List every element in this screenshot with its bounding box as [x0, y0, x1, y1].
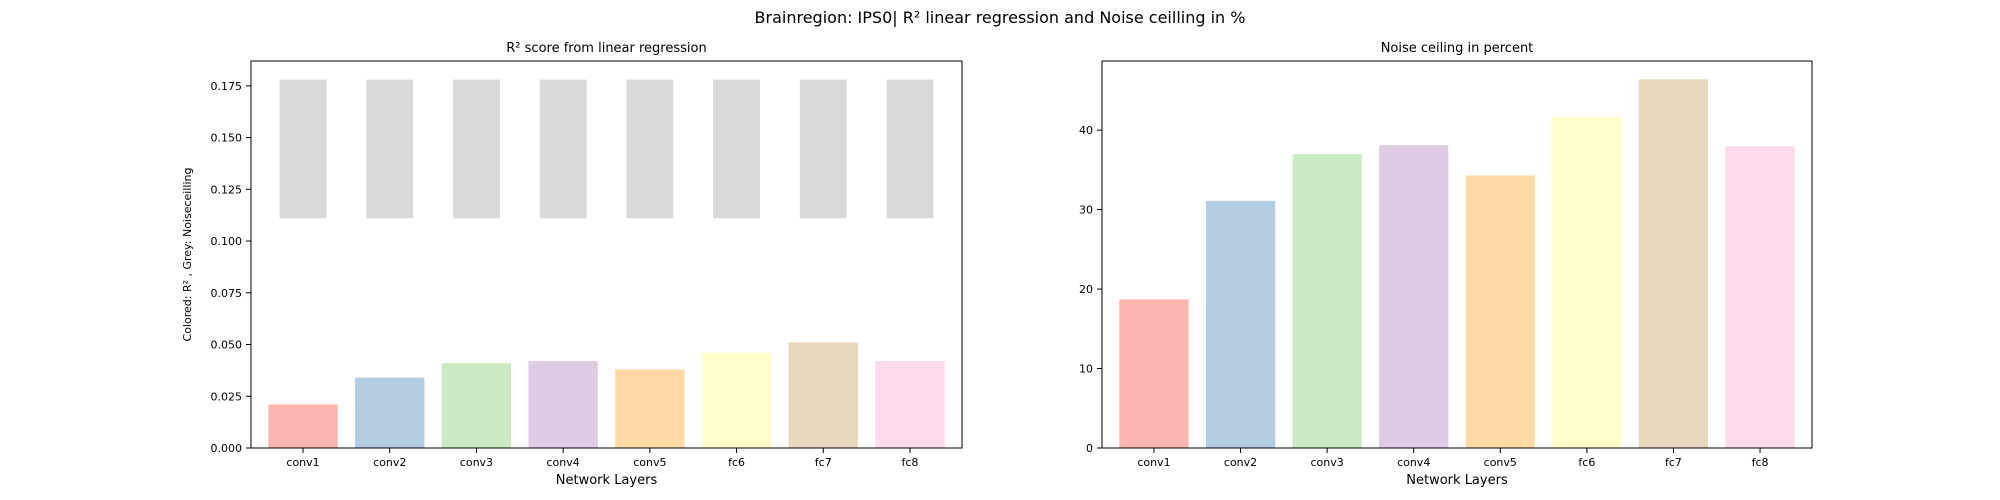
left-axes-frame [250, 60, 963, 449]
right-ytick-label-1: 10 [1079, 363, 1093, 376]
left-ylabel: Colored: R² , Grey: Noiseceilling [181, 168, 194, 342]
right-ytick-label-2: 20 [1079, 283, 1093, 296]
right-ytick-label-3: 30 [1079, 204, 1093, 217]
right-bar-fc7 [1638, 79, 1709, 448]
left-xtick-label-fc8: fc8 [902, 456, 919, 469]
right-bar-conv3 [1292, 153, 1362, 449]
left-bar-fc7 [788, 342, 858, 448]
right-ytick-label-4: 40 [1079, 124, 1093, 137]
left-noise-ceiling-bar-conv3 [453, 79, 500, 219]
right-xtick-label-fc6: fc6 [1578, 456, 1595, 469]
left-ytick-label-3: 0.075 [211, 287, 243, 300]
left-xtick-label-fc6: fc6 [728, 456, 745, 469]
left-bar-conv2 [355, 377, 425, 448]
left-noise-ceiling-bar-conv1 [279, 79, 327, 219]
left-xtick-label-conv2: conv2 [373, 456, 406, 469]
right-xtick-label-fc7: fc7 [1665, 456, 1682, 469]
left-ytick-label-7: 0.175 [211, 80, 243, 93]
right-bar-fc6 [1552, 116, 1622, 448]
left-noise-ceiling-bar-fc6 [713, 79, 760, 219]
right-bar-conv5 [1465, 175, 1535, 448]
left-xlabel: Network Layers [556, 473, 658, 488]
left-noise-ceiling-bar-conv5 [626, 79, 674, 219]
left-bar-conv4 [528, 361, 598, 448]
left-noise-ceiling-bar-fc8 [886, 79, 934, 219]
left-xtick-label-conv4: conv4 [547, 456, 580, 469]
right-xtick-label-conv1: conv1 [1137, 456, 1170, 469]
left-ytick-label-5: 0.125 [211, 183, 243, 196]
figure-suptitle: Brainregion: IPS0| R² linear regression … [754, 8, 1246, 27]
left-xtick-label-conv5: conv5 [633, 456, 666, 469]
right-xtick-label-conv3: conv3 [1310, 456, 1343, 469]
left-ytick-label-2: 0.050 [211, 339, 243, 352]
left-ytick-label-4: 0.100 [211, 235, 243, 248]
left-bar-fc6 [701, 352, 772, 448]
left-bar-fc8 [875, 361, 945, 448]
left-ytick-label-1: 0.025 [211, 390, 243, 403]
right-xtick-label-conv5: conv5 [1484, 456, 1517, 469]
left-xtick-label-conv3: conv3 [460, 456, 493, 469]
right-bar-conv4 [1379, 145, 1449, 449]
right-chart-title: Noise ceiling in percent [1381, 41, 1534, 56]
left-xtick-label-conv1: conv1 [286, 456, 319, 469]
right-bar-conv1 [1119, 299, 1189, 448]
left-ytick-label-6: 0.150 [211, 132, 243, 145]
left-bar-conv5 [615, 369, 685, 448]
right-axes-frame [1101, 60, 1813, 449]
right-xlabel: Network Layers [1406, 473, 1508, 488]
left-noise-ceiling-bar-conv4 [539, 79, 587, 219]
left-bar-conv1 [268, 404, 338, 448]
right-bar-conv2 [1205, 200, 1276, 448]
left-noise-ceiling-bar-fc7 [799, 79, 847, 219]
left-bar-conv3 [441, 363, 512, 448]
left-noise-ceiling-bar-conv2 [366, 79, 414, 219]
left-ytick-label-0: 0.000 [211, 442, 243, 455]
right-bar-fc8 [1725, 146, 1795, 448]
right-xtick-label-fc8: fc8 [1752, 456, 1769, 469]
left-xtick-label-fc7: fc7 [815, 456, 832, 469]
right-xtick-label-conv4: conv4 [1397, 456, 1430, 469]
right-ytick-label-0: 0 [1086, 442, 1093, 455]
right-xtick-label-conv2: conv2 [1224, 456, 1257, 469]
left-chart-title: R² score from linear regression [506, 41, 706, 56]
